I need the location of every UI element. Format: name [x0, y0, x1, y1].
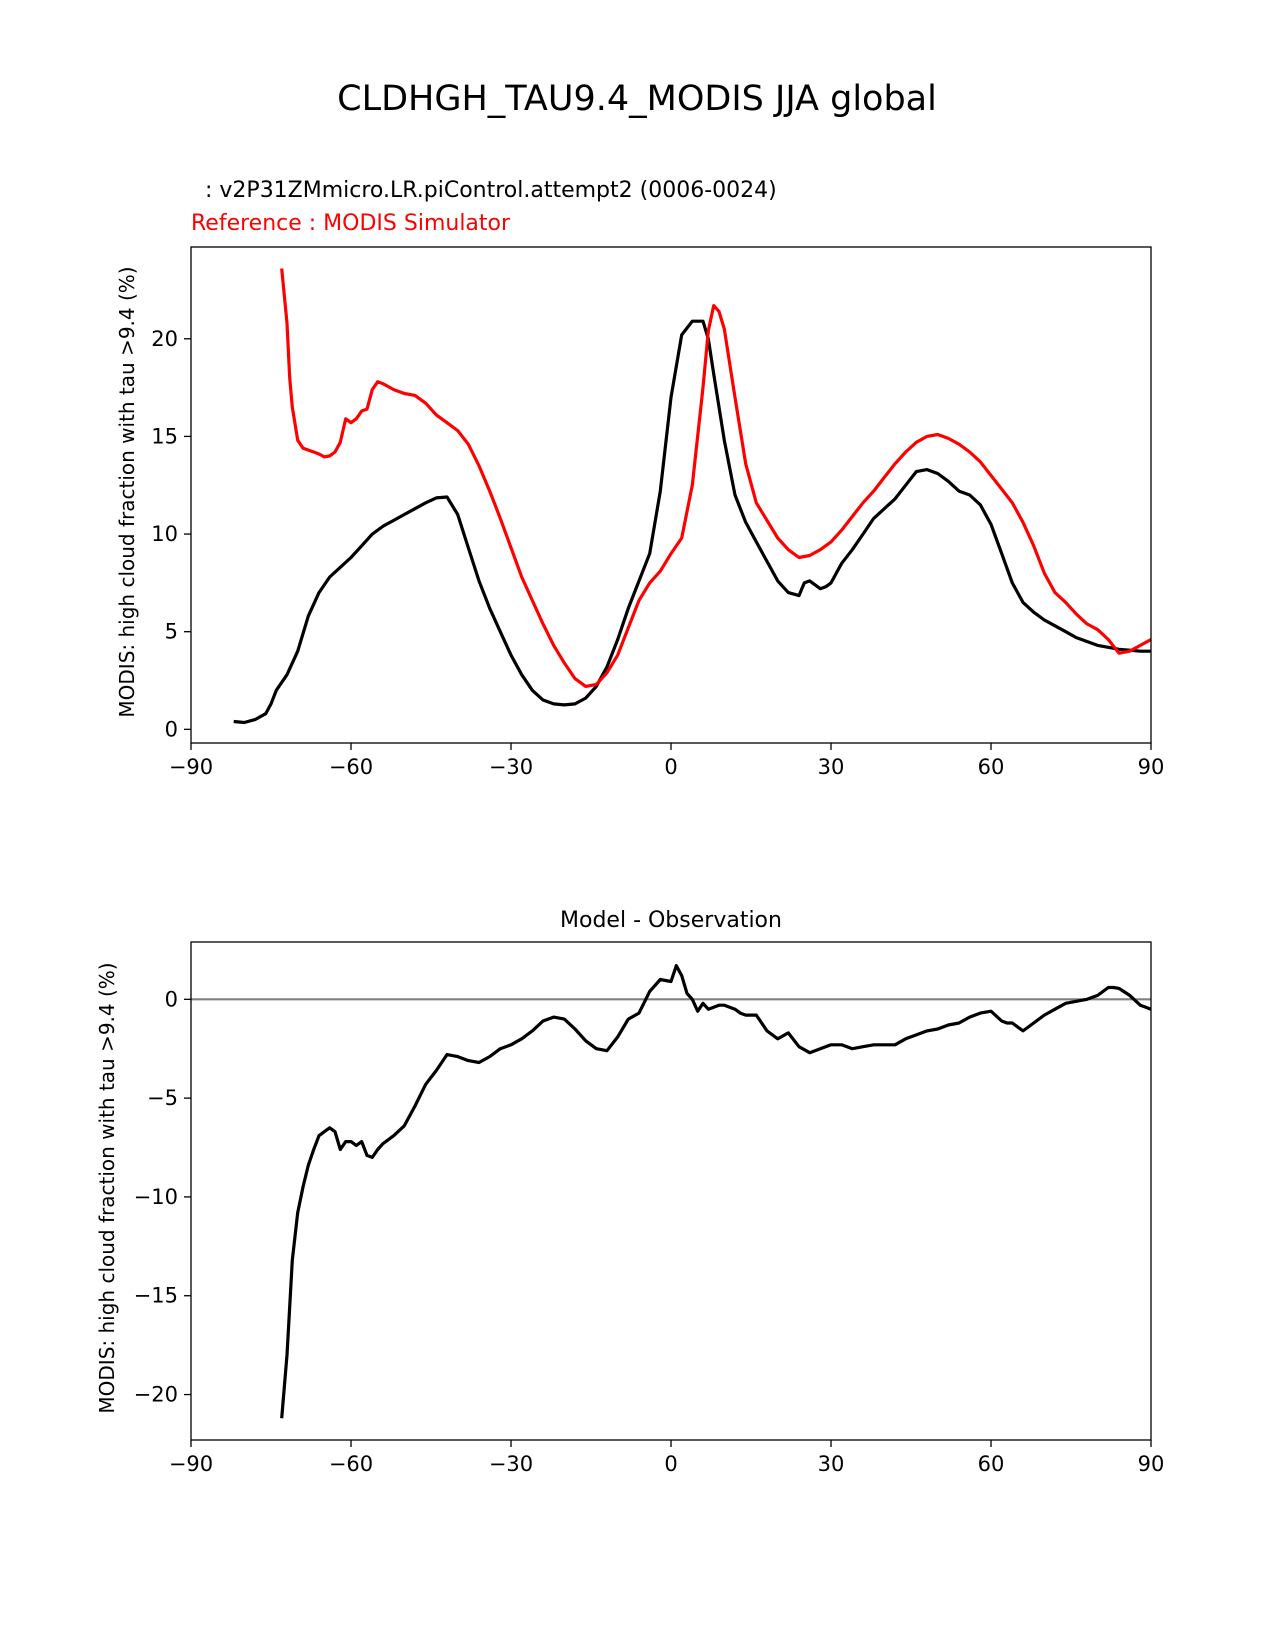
top-ytick-label: 0 — [165, 717, 178, 741]
top-xtick-label: 0 — [664, 755, 677, 779]
top-panel: : v2P31ZMmicro.LR.piControl.attempt2 (00… — [115, 178, 1164, 779]
bottom-xtick-label: 0 — [664, 1452, 677, 1476]
top-xtick-label: −30 — [489, 755, 533, 779]
bottom-ylabel: MODIS: high cloud fraction with tau >9.4… — [95, 962, 119, 1413]
top-xtick-label: 30 — [818, 755, 845, 779]
top-xtick-label: −60 — [329, 755, 373, 779]
bottom-xtick-label: 30 — [818, 1452, 845, 1476]
bottom-axis-ticks: −90 −60 −30 0 30 60 90 −20 −15 −10 −5 0 — [134, 987, 1165, 1476]
reference-label: Reference : MODIS Simulator — [191, 211, 511, 236]
top-axis-ticks: −90 −60 −30 0 30 60 90 0 5 10 15 20 — [151, 327, 1164, 779]
bottom-ytick-label: −10 — [134, 1185, 178, 1209]
bottom-ytick-label: 0 — [165, 987, 178, 1011]
top-ytick-label: 20 — [151, 327, 178, 351]
difference-series-line — [280, 964, 1152, 1419]
top-ytick-label: 10 — [151, 522, 178, 546]
test-series-line — [233, 319, 1151, 725]
top-plot-frame — [190, 246, 1152, 744]
figure-title: CLDHGH_TAU9.4_MODIS JJA global — [337, 79, 937, 119]
bottom-plot-frame — [190, 941, 1152, 1441]
bottom-series-group — [191, 964, 1152, 1419]
bottom-panel: Model - Observation MODIS: high cloud fr… — [95, 908, 1164, 1476]
test-label: : v2P31ZMmicro.LR.piControl.attempt2 (00… — [205, 178, 777, 203]
top-xtick-label: 60 — [978, 755, 1005, 779]
bottom-xtick-label: −90 — [169, 1452, 213, 1476]
reference-series-line — [280, 268, 1152, 688]
bottom-xtick-label: 90 — [1138, 1452, 1165, 1476]
bottom-ytick-label: −15 — [134, 1284, 178, 1308]
top-xtick-label: 90 — [1138, 755, 1165, 779]
bottom-xtick-label: 60 — [978, 1452, 1005, 1476]
bottom-xtick-label: −30 — [489, 1452, 533, 1476]
bottom-xtick-label: −60 — [329, 1452, 373, 1476]
top-ylabel: MODIS: high cloud fraction with tau >9.4… — [115, 266, 139, 717]
bottom-ytick-label: −5 — [147, 1086, 178, 1110]
top-series-group — [233, 268, 1152, 725]
top-xtick-label: −90 — [169, 755, 213, 779]
bottom-title: Model - Observation — [560, 908, 782, 933]
top-ytick-label: 15 — [151, 424, 178, 448]
top-ytick-label: 5 — [165, 620, 178, 644]
bottom-ytick-label: −20 — [134, 1383, 178, 1407]
